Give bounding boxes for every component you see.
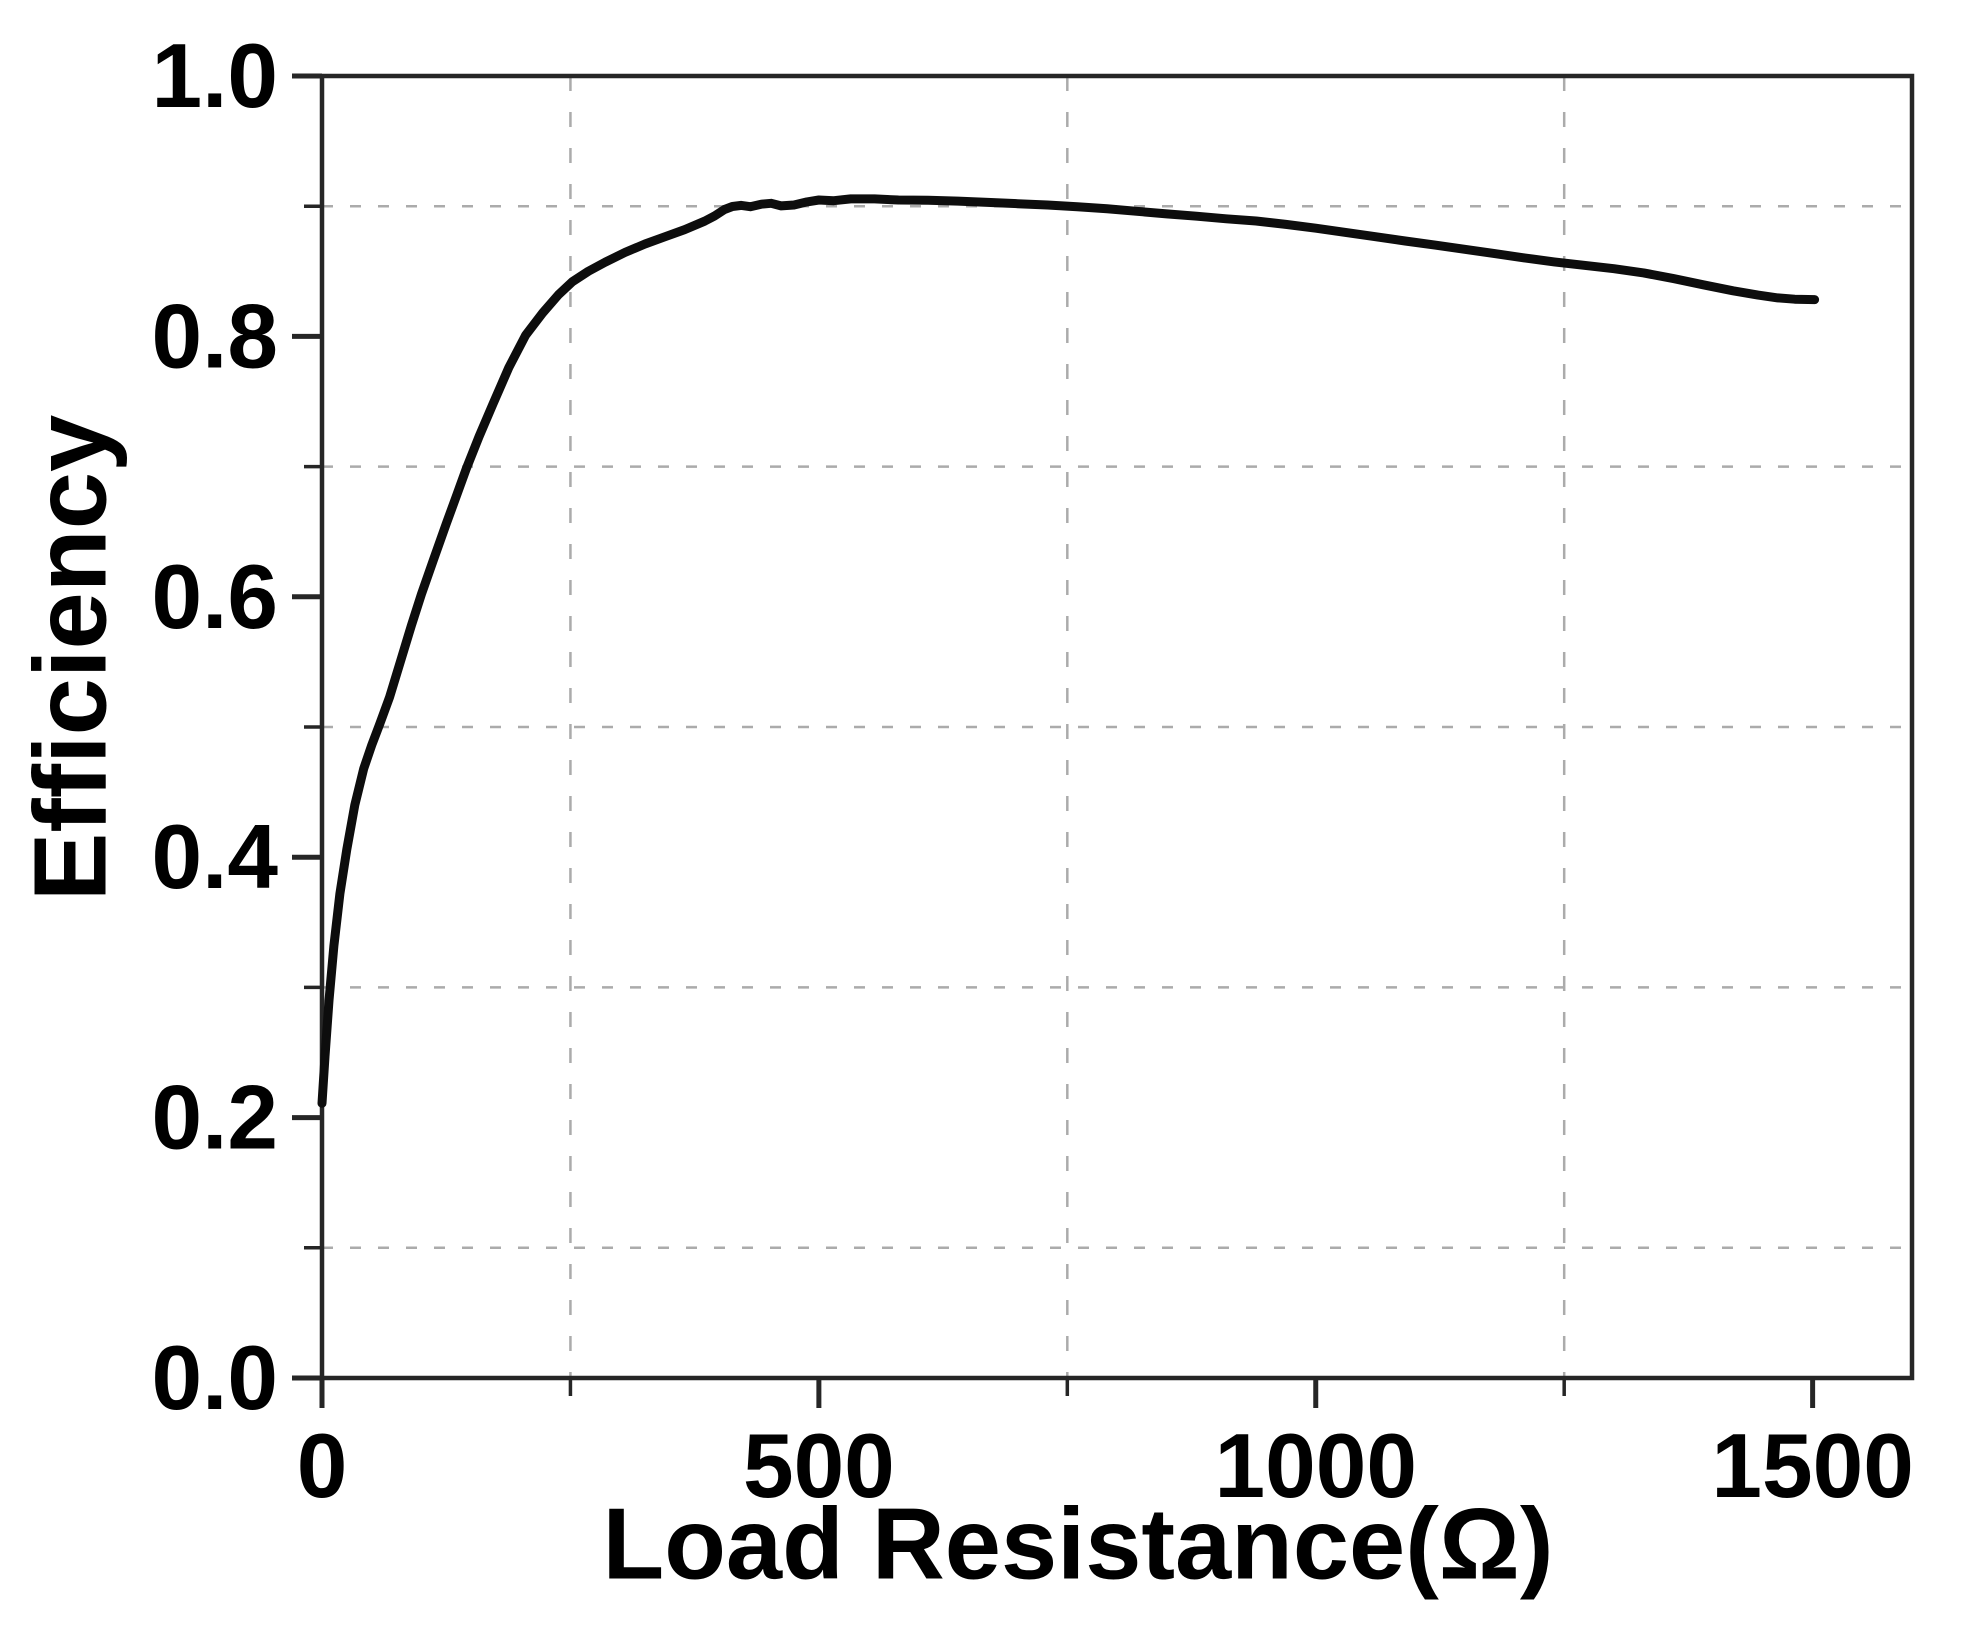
y-tick-label: 0.4 [151,807,278,908]
efficiency-curve [317,194,1820,1108]
x-tick-label: 1500 [1711,1416,1913,1517]
tick-labels: 0.0 0.2 0.4 0.6 0.8 1.0 0 500 1000 1500 [151,26,1913,1517]
x-tick-label: 1000 [1215,1416,1417,1517]
y-axis-title: Efficiency [12,414,128,902]
x-axis-title: Load Resistance(Ω) [602,1488,1554,1601]
y-tick-label: 0.8 [151,286,278,387]
gridlines [322,76,1912,1378]
y-tick-label: 0.0 [151,1328,278,1429]
y-tick-label: 1.0 [151,26,278,127]
x-tick-label: 0 [297,1416,348,1517]
tick-marks [292,73,1816,1408]
x-tick-label: 500 [743,1416,895,1517]
y-tick-label: 0.6 [151,547,278,648]
y-tick-label: 0.2 [151,1068,278,1169]
plot-border [319,73,1915,1381]
